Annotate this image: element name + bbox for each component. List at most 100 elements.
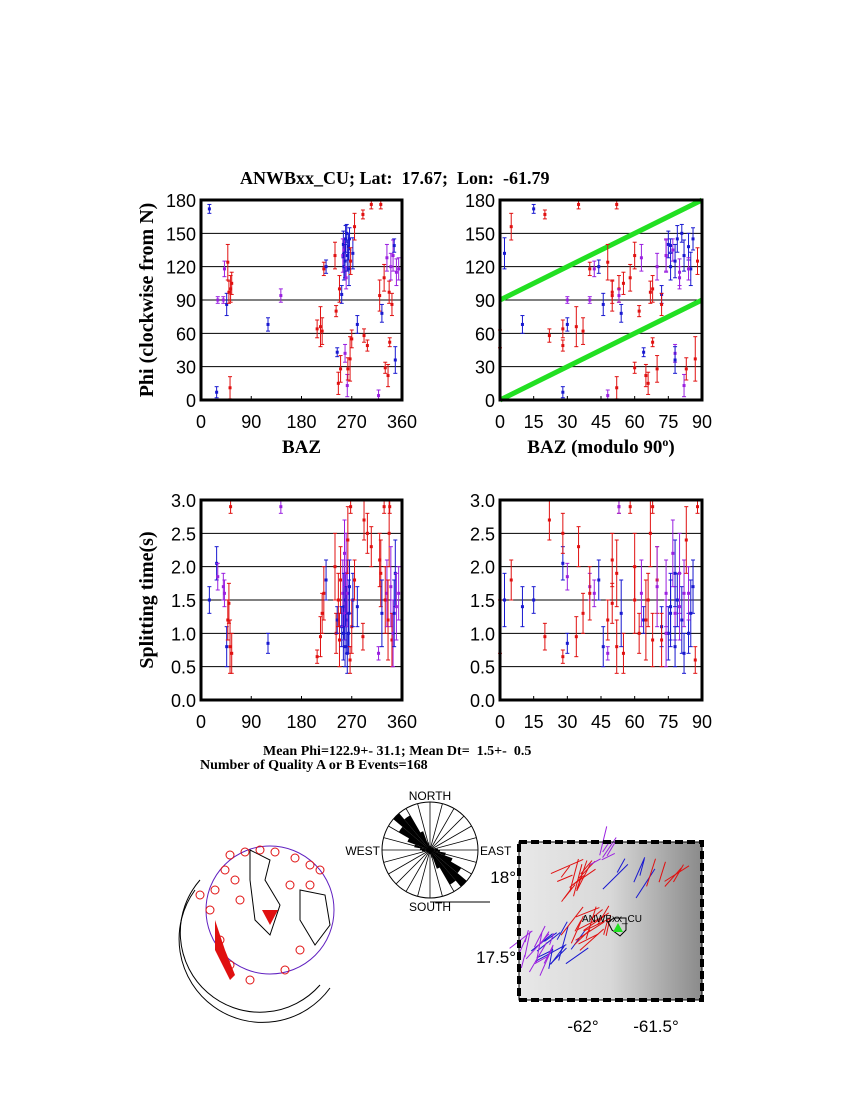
data-point [348, 658, 352, 662]
splitting-bar [524, 931, 531, 958]
data-point [615, 571, 619, 575]
x-axis-label-sup: o [662, 435, 668, 449]
y-tick-label: 60 [176, 324, 196, 344]
map-frame-inner [518, 841, 703, 1001]
y-axis-label: Phi (clockwise from N) [136, 203, 158, 398]
event-count: Number of Quality A or B Events=168 [200, 758, 428, 773]
data-point [689, 611, 693, 615]
data-point [334, 309, 338, 313]
data-point [380, 611, 384, 615]
data-point [660, 638, 664, 642]
data-point [392, 611, 396, 615]
splitting-bar [560, 906, 584, 936]
rose-diagram: NORTH SOUTH EAST WEST [345, 789, 512, 914]
data-point [617, 505, 621, 509]
data-point [336, 381, 340, 385]
data-point [388, 505, 392, 509]
data-point [207, 598, 211, 602]
data-point [520, 322, 524, 326]
data-point [642, 618, 646, 622]
lon-tick-label: -62° [567, 1017, 598, 1036]
y-axis-label: Splitting time(s) [136, 531, 158, 668]
y-tick-label: 90 [475, 291, 495, 311]
data-point [337, 638, 341, 642]
event-marker [235, 895, 245, 905]
data-point [684, 367, 688, 371]
data-point [610, 294, 614, 298]
x-tick-label: 270 [337, 712, 367, 732]
data-point [655, 585, 659, 589]
x-tick-label: 90 [692, 712, 712, 732]
splitting-bar [518, 936, 527, 955]
map-background [519, 842, 702, 1000]
data-point [646, 598, 650, 602]
rose-circle [381, 801, 479, 899]
x-tick-label: 180 [286, 412, 316, 432]
splitting-bar [579, 928, 605, 951]
data-point [389, 585, 393, 589]
splitting-bar [605, 914, 612, 936]
event-marker [305, 880, 315, 890]
x-tick-label: 360 [387, 712, 417, 732]
data-point [365, 344, 369, 348]
data-point [324, 265, 328, 269]
data-point [561, 344, 565, 348]
data-point [227, 290, 231, 294]
data-point [350, 337, 354, 341]
data-point [682, 591, 686, 595]
y-tick-label: 0 [485, 391, 495, 411]
data-point [675, 598, 679, 602]
data-point [680, 618, 684, 622]
lat-tick-label: 17.5° [476, 948, 516, 967]
data-point [344, 276, 348, 280]
x-tick-label: 90 [241, 412, 261, 432]
splitting-bar [574, 929, 591, 946]
y-tick-label: 1.0 [171, 624, 196, 644]
data-point [333, 254, 337, 258]
data-point [682, 384, 686, 388]
x-tick-label: 270 [337, 412, 367, 432]
x-tick-label: 60 [625, 712, 645, 732]
y-tick-label: 60 [475, 324, 495, 344]
data-point [561, 655, 565, 659]
rose-petal [398, 826, 430, 850]
splitting-bar [520, 954, 526, 969]
data-point [619, 611, 623, 615]
data-point [341, 591, 345, 595]
globe-arc [179, 879, 321, 1013]
data-point [221, 585, 225, 589]
splitting-bar [543, 944, 554, 964]
x-tick-label: 0 [495, 712, 505, 732]
x-tick-label: 15 [524, 412, 544, 432]
data-point [351, 251, 355, 255]
data-point [383, 598, 387, 602]
rose-spoke [429, 803, 443, 851]
data-point [346, 367, 350, 371]
station-label: ANWBxx_CU [582, 914, 642, 925]
data-point [565, 298, 569, 302]
splitting-bar [583, 912, 609, 931]
data-point [348, 357, 352, 361]
data-point [383, 366, 387, 370]
data-point [324, 578, 328, 582]
data-point [509, 578, 513, 582]
data-point [320, 329, 324, 333]
data-point [361, 212, 365, 216]
data-point [592, 591, 596, 595]
data-point [687, 591, 691, 595]
data-point [266, 641, 270, 645]
rose-petal [404, 815, 430, 850]
splitting-bar [533, 925, 546, 948]
data-point [532, 598, 536, 602]
data-point [225, 645, 229, 649]
x-axis-label: BAZ [282, 437, 321, 458]
splitting-bar [535, 932, 543, 963]
y-tick-label: 30 [475, 358, 495, 378]
data-point [227, 601, 231, 605]
data-point [345, 591, 349, 595]
x-axis-label-end: ) [668, 437, 674, 458]
data-point [655, 265, 659, 269]
rose-spoke [417, 803, 431, 851]
data-point [606, 260, 610, 264]
data-point [225, 302, 229, 306]
